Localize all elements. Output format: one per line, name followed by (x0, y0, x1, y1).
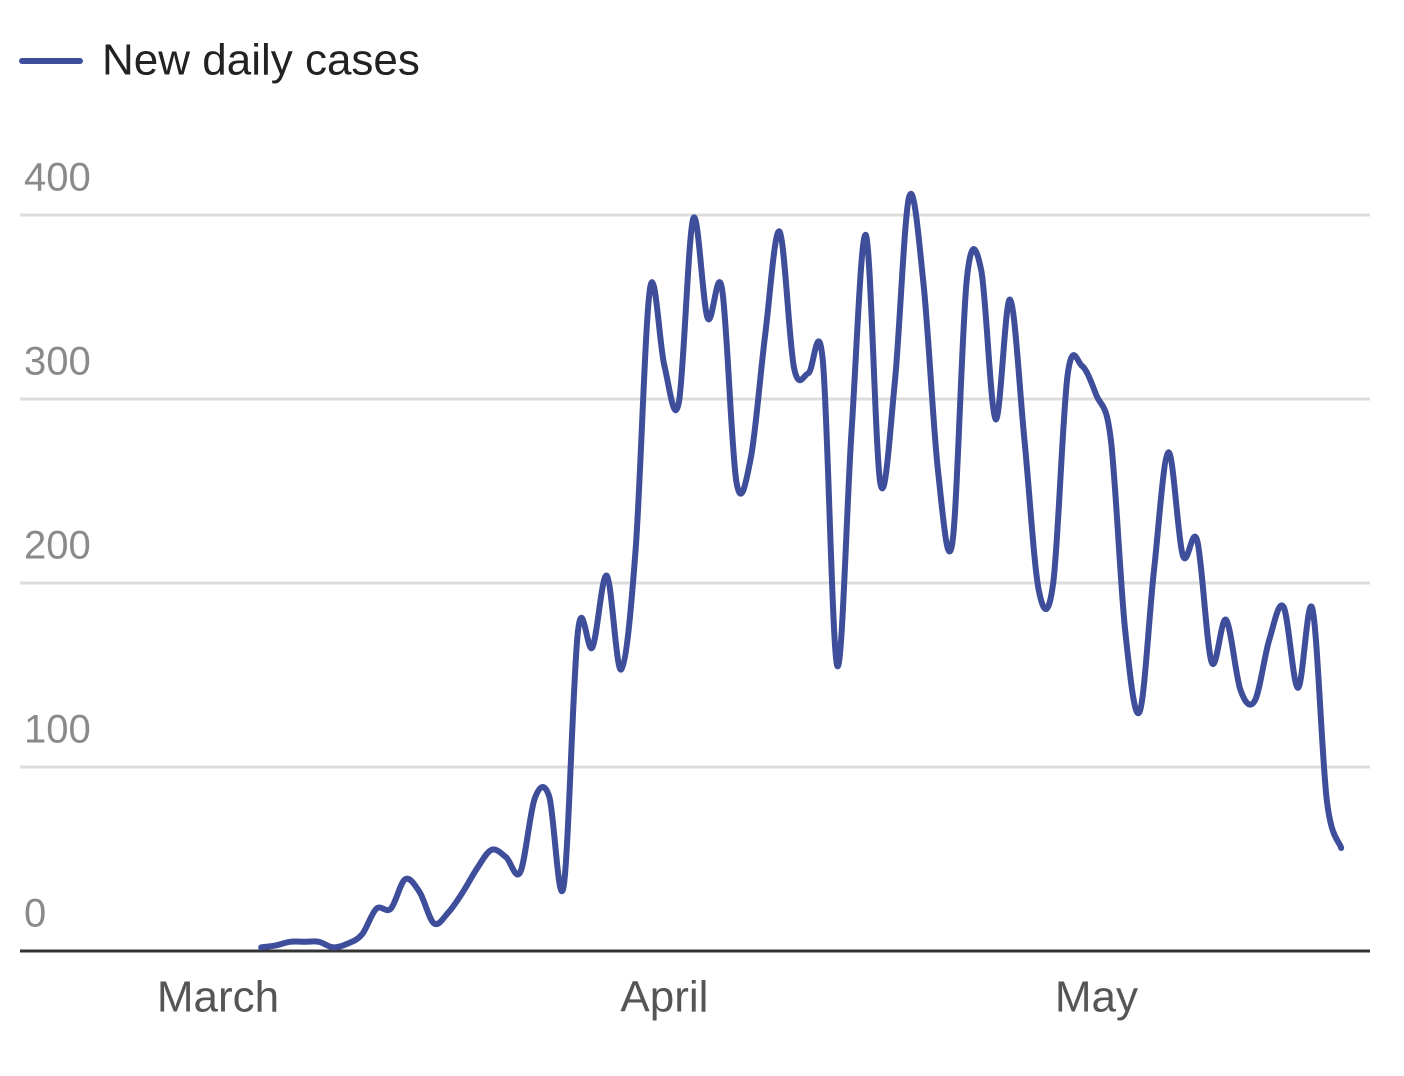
y-tick-label: 300 (24, 340, 91, 384)
y-tick-label: 200 (24, 524, 91, 568)
y-tick-label: 100 (24, 708, 91, 752)
x-tick-label: May (1055, 973, 1138, 1022)
y-tick-label: 400 (24, 156, 91, 200)
x-tick-label: April (620, 973, 708, 1022)
data-line (258, 191, 1345, 951)
y-tick-label: 0 (24, 892, 46, 936)
x-tick-label: March (157, 973, 279, 1022)
legend-label: New daily cases (102, 36, 420, 85)
